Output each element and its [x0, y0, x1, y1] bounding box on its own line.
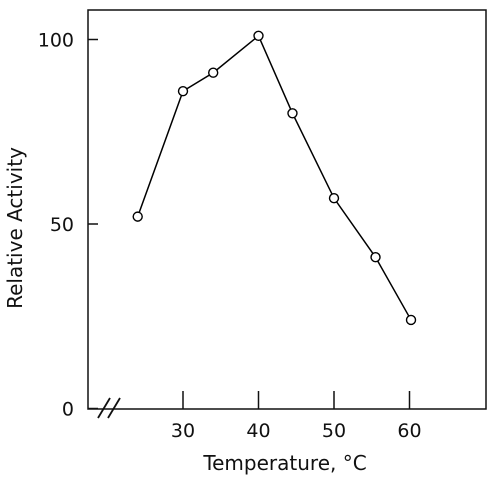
data-point — [132, 211, 143, 222]
series-line — [136, 34, 412, 321]
data-point — [287, 108, 298, 119]
data-point — [177, 85, 189, 97]
data-points — [132, 30, 417, 326]
y-axis-labels: 0 50 100 — [38, 30, 74, 421]
x-tick-label: 40 — [246, 420, 270, 442]
x-axis-title: Temperature, °C — [202, 451, 366, 475]
y-tick-label: 100 — [38, 30, 74, 52]
axis-break-mark-2 — [107, 397, 121, 419]
x-tick-label: 50 — [322, 420, 346, 442]
y-tick-label: 0 — [62, 399, 74, 421]
x-tick-label: 60 — [397, 420, 421, 442]
data-point — [207, 67, 219, 78]
y-tick-label: 50 — [50, 214, 74, 236]
y-axis-title: Relative Activity — [3, 147, 27, 309]
x-tick-label: 30 — [171, 420, 195, 442]
plot-frame — [87, 9, 487, 410]
axis-break — [97, 397, 121, 419]
data-point — [253, 30, 264, 42]
data-point — [405, 314, 417, 326]
x-axis-ticks — [182, 391, 411, 409]
data-point — [370, 252, 381, 263]
data-point — [328, 192, 340, 204]
axis-break-mark-1 — [97, 397, 111, 419]
x-axis-labels: 30 40 50 60 — [171, 420, 422, 442]
y-axis-ticks — [88, 38, 98, 410]
